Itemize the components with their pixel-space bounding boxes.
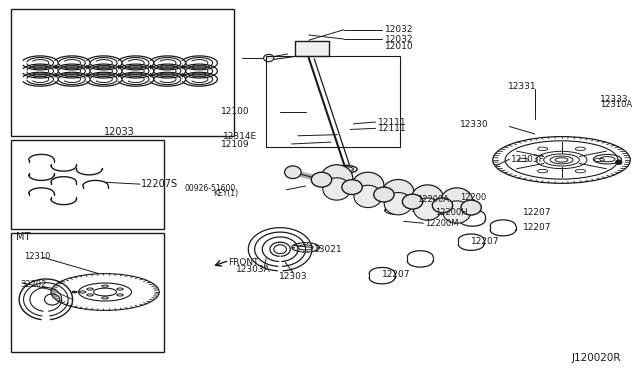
Text: 12207S: 12207S: [141, 179, 179, 189]
Ellipse shape: [441, 188, 473, 214]
Text: 00926-51600: 00926-51600: [184, 185, 236, 193]
Ellipse shape: [432, 198, 452, 213]
Ellipse shape: [342, 180, 362, 195]
Bar: [12, 232, 164, 352]
Bar: [296, 41, 328, 56]
Text: 12109: 12109: [221, 140, 250, 149]
Ellipse shape: [352, 172, 384, 198]
Text: FRONT: FRONT: [228, 258, 259, 267]
Text: 12330: 12330: [460, 120, 489, 129]
Text: 12333: 12333: [600, 95, 628, 104]
Ellipse shape: [307, 51, 317, 55]
Bar: [12, 140, 164, 229]
Ellipse shape: [321, 165, 353, 191]
Ellipse shape: [311, 172, 332, 187]
Ellipse shape: [285, 166, 301, 179]
Ellipse shape: [354, 185, 382, 208]
Text: 12032: 12032: [385, 35, 413, 44]
Text: 12200M: 12200M: [425, 219, 458, 228]
Text: 12200H: 12200H: [435, 208, 467, 217]
Text: 12111: 12111: [378, 124, 406, 133]
Text: 12303: 12303: [278, 272, 307, 280]
Ellipse shape: [413, 198, 442, 220]
Text: 12200: 12200: [460, 193, 486, 202]
Ellipse shape: [461, 200, 481, 215]
Text: 12100: 12100: [221, 107, 250, 116]
Text: 12310A: 12310A: [600, 100, 632, 109]
Text: 12033: 12033: [104, 127, 135, 137]
Text: 12207: 12207: [471, 237, 500, 246]
Ellipse shape: [264, 54, 274, 62]
Text: 12207: 12207: [524, 208, 552, 217]
Bar: [12, 9, 234, 136]
Text: 12200A: 12200A: [417, 195, 449, 203]
Ellipse shape: [323, 178, 351, 200]
Ellipse shape: [412, 185, 444, 211]
Ellipse shape: [382, 179, 414, 205]
Ellipse shape: [72, 291, 77, 293]
Text: 12310: 12310: [24, 252, 51, 261]
Text: 12111: 12111: [378, 118, 406, 126]
Ellipse shape: [443, 201, 471, 223]
Text: J120020R: J120020R: [572, 353, 621, 363]
Text: 12331: 12331: [508, 82, 536, 91]
Text: 32202: 32202: [20, 280, 47, 289]
Text: 13021: 13021: [314, 245, 342, 254]
Text: 12303A: 12303A: [236, 265, 271, 274]
Ellipse shape: [334, 166, 357, 173]
Ellipse shape: [303, 51, 317, 56]
Text: KEY(1): KEY(1): [214, 189, 239, 198]
Text: 12207: 12207: [524, 223, 552, 232]
Ellipse shape: [403, 194, 423, 209]
Text: 12207: 12207: [382, 270, 410, 279]
Text: 12032: 12032: [385, 25, 413, 34]
Text: 12010: 12010: [385, 42, 413, 51]
Bar: [266, 56, 400, 147]
Text: 12314E: 12314E: [223, 132, 257, 141]
Ellipse shape: [374, 187, 394, 202]
Ellipse shape: [384, 193, 412, 215]
Text: MT: MT: [16, 232, 30, 242]
Text: 12303F: 12303F: [511, 155, 545, 164]
Ellipse shape: [616, 160, 622, 164]
